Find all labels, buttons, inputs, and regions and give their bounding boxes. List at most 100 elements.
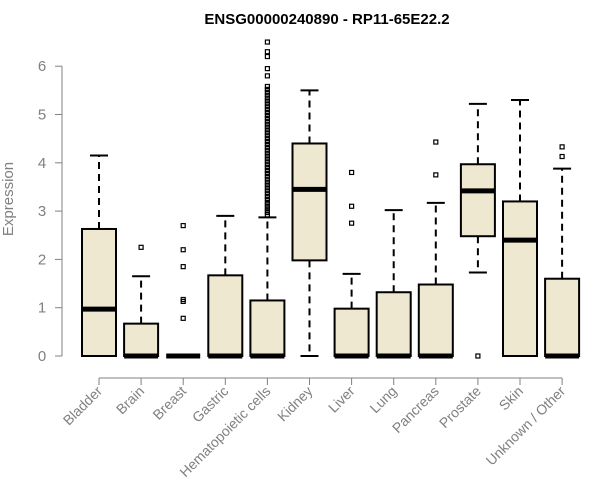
outlier-point: [264, 162, 270, 168]
box-iqr: [459, 163, 496, 238]
box-iqr: [291, 142, 328, 262]
outlier-point: [475, 353, 481, 359]
x-tick-label: Kidney: [274, 383, 316, 425]
outlier-point: [264, 194, 270, 200]
outlier-point: [264, 101, 270, 107]
outlier-point: [264, 170, 270, 177]
y-axis-label: Expression: [0, 162, 17, 236]
outlier-point: [264, 109, 270, 116]
x-tick-label: Lung: [366, 383, 399, 416]
outlier-point: [433, 139, 439, 145]
outlier-point: [264, 153, 270, 159]
x-tick-label: Liver: [325, 383, 358, 416]
outlier-point: [264, 86, 270, 92]
box-group: [207, 214, 244, 359]
outlier-point: [349, 220, 355, 226]
outlier-point: [264, 182, 270, 188]
outlier-point: [349, 203, 355, 209]
x-tick-label: Skin: [496, 383, 527, 414]
outlier-point: [264, 89, 270, 95]
box-iqr: [123, 322, 160, 358]
outlier-point: [264, 176, 270, 182]
outlier-point: [264, 199, 270, 206]
outlier-point: [264, 141, 270, 148]
outlier-point: [264, 127, 270, 133]
box-group: [417, 139, 454, 359]
outlier-point: [264, 73, 270, 79]
outlier-point: [264, 165, 270, 171]
y-tick-label: 1: [38, 300, 46, 317]
outlier-point: [264, 196, 270, 203]
outlier-point: [264, 121, 270, 127]
outlier-point: [349, 169, 355, 176]
x-tick-label: Brain: [113, 383, 147, 417]
y-axis: 0 1 2 3 4 5 6: [38, 58, 63, 365]
outlier-point: [433, 172, 439, 178]
x-tick-label: Pancreas: [389, 383, 442, 436]
outlier-point: [264, 104, 270, 110]
box-iqr: [81, 227, 117, 357]
outlier-point: [264, 150, 270, 156]
y-tick-label: 0: [38, 348, 46, 365]
outlier-point: [138, 244, 144, 250]
outlier-point: [559, 153, 565, 160]
outlier-point: [264, 124, 270, 130]
box-group: [333, 169, 370, 359]
outlier-point: [264, 39, 270, 45]
outlier-point: [264, 173, 270, 179]
outlier-point: [264, 83, 270, 90]
plot-area: [81, 39, 581, 359]
box-group: [291, 89, 328, 357]
outlier-point: [264, 136, 270, 142]
box-iqr: [207, 274, 244, 357]
outlier-point: [559, 144, 565, 150]
outlier-point: [180, 296, 186, 303]
outlier-point: [264, 95, 270, 101]
outlier-point: [264, 144, 270, 150]
box-group: [502, 99, 538, 357]
y-tick-label: 5: [38, 107, 46, 124]
outlier-point: [264, 188, 270, 194]
outlier-point: [264, 130, 270, 136]
outlier-point: [180, 222, 186, 229]
outlier-point: [264, 179, 270, 185]
box-group: [123, 244, 160, 359]
x-tick-label: Unknown / Other: [483, 383, 569, 469]
outlier-point: [264, 115, 270, 121]
y-tick-label: 2: [38, 251, 46, 268]
outlier-point: [180, 315, 186, 321]
outlier-point: [180, 247, 186, 253]
y-tick-label: 4: [38, 155, 46, 172]
box-group: [81, 154, 117, 357]
outlier-point: [264, 147, 270, 153]
box-group: [544, 144, 581, 359]
outlier-point: [264, 107, 270, 113]
box-iqr: [333, 307, 370, 357]
outlier-point: [264, 118, 270, 124]
outlier-point: [264, 159, 270, 165]
outlier-point: [264, 49, 270, 55]
outlier-point: [264, 191, 270, 197]
outlier-point: [264, 156, 270, 162]
outlier-point: [180, 264, 186, 270]
box-group: [249, 39, 286, 359]
outlier-point: [264, 112, 270, 119]
outlier-point: [264, 92, 270, 98]
box-group: [375, 209, 412, 359]
y-tick-label: 3: [38, 203, 46, 220]
box-group: [459, 102, 496, 359]
y-tick-label: 6: [38, 58, 46, 75]
box-iqr: [417, 283, 454, 357]
box-iqr: [249, 299, 286, 357]
x-tick-label: Bladder: [60, 383, 106, 429]
x-tick-label: Breast: [149, 383, 189, 423]
box-iqr: [544, 277, 581, 357]
box-iqr: [502, 200, 538, 357]
outlier-point: [264, 207, 270, 213]
outlier-point: [264, 185, 270, 191]
box-iqr: [375, 291, 412, 357]
x-tick-label: Prostate: [436, 383, 484, 431]
outlier-point: [264, 167, 270, 174]
